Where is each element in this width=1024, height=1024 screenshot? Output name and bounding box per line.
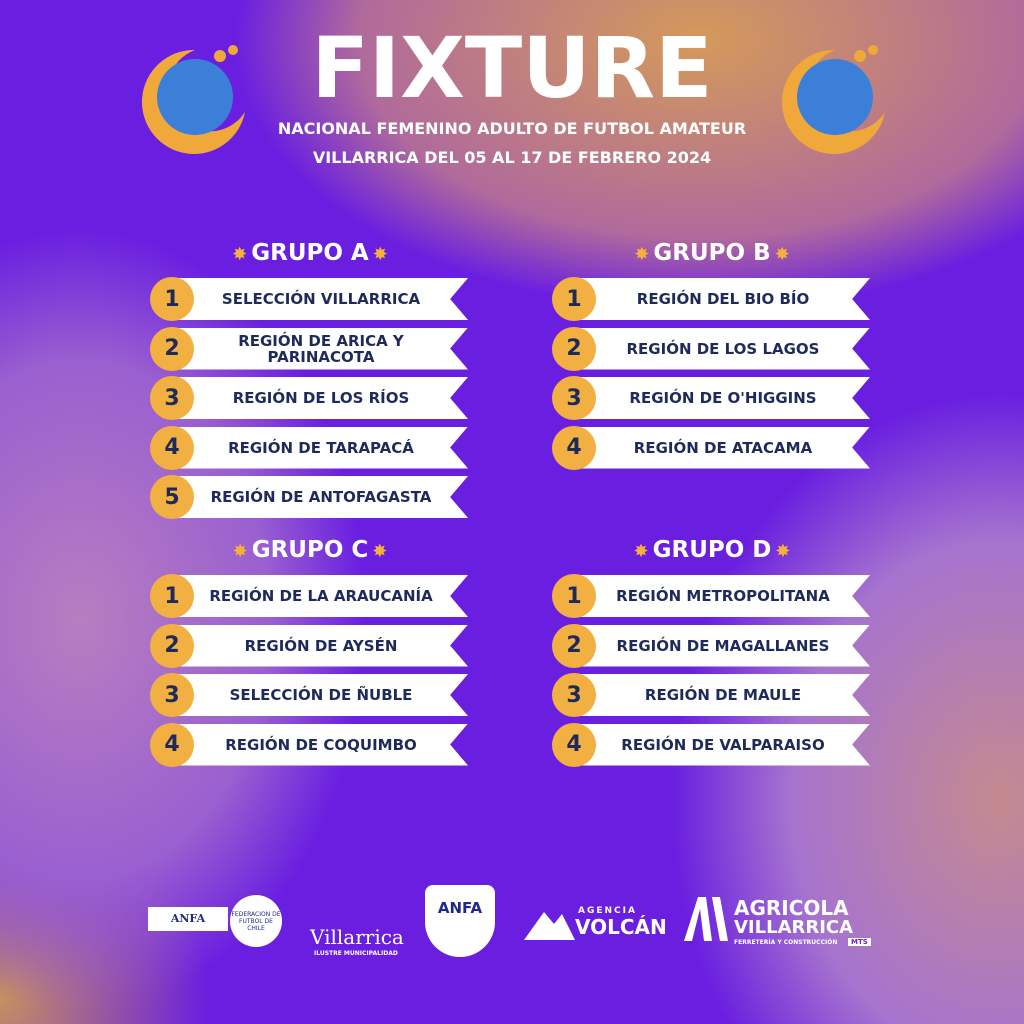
team-banner: REGIÓN DE O'HIGGINS [572,377,870,419]
team-name: REGIÓN DE ARICA Y PARINACOTA [238,331,404,366]
sponsor-anfa-federation: ANFA FEDERACION DE FUTBOL DE CHILE [148,895,288,947]
team-name: REGIÓN DE ANTOFAGASTA [210,488,432,506]
team-row: SELECCIÓN VILLARRICA 1 [150,277,468,321]
team-row: REGIÓN METROPOLITANA 1 [552,574,870,618]
team-name: REGIÓN DE LOS RÍOS [232,389,410,407]
team-number: 4 [552,722,596,767]
team-number: 3 [552,673,596,717]
team-name: REGIÓN DE AYSÉN [244,636,398,655]
team-number: 4 [150,722,194,767]
group-title: GRUPO D [552,537,872,563]
team-row: SELECCIÓN DE ÑUBLE 3 [150,673,468,717]
team-number: 1 [552,574,596,618]
sponsor-text: MTS [848,938,871,946]
sponsor-text: AGRICOLA [734,896,849,920]
team-row: REGIÓN DE LA ARAUCANÍA 1 [150,574,468,618]
team-banner: REGIÓN DE ANTOFAGASTA [170,476,468,518]
team-banner: REGIÓN DE LOS LAGOS [572,327,870,370]
team-name: REGIÓN DE COQUIMBO [225,735,417,754]
team-banner: REGIÓN DE VALPARAISO [572,723,870,766]
team-number: 4 [150,425,194,470]
team-number: 1 [150,574,194,618]
team-row: REGIÓN DEL BIO BÍO 1 [552,277,870,321]
team-name: REGIÓN DE O'HIGGINS [629,389,817,407]
team-number: 3 [552,376,596,420]
team-row: REGIÓN DE O'HIGGINS 3 [552,376,870,420]
team-row: REGIÓN DE ANTOFAGASTA 5 [150,475,468,519]
team-number: 1 [150,277,194,321]
team-number: 2 [150,326,194,371]
event-logo [141,45,245,154]
team-number: 2 [552,623,596,668]
team-name: SELECCIÓN DE ÑUBLE [229,686,413,704]
team-banner: REGIÓN DE LOS RÍOS [170,377,468,419]
team-number: 3 [150,673,194,717]
team-banner: REGIÓN DE LA ARAUCANÍA [170,575,468,617]
team-banner: SELECCIÓN VILLARRICA [170,278,468,320]
team-number: 2 [150,623,194,668]
team-row: REGIÓN DE LOS RÍOS 3 [150,376,468,420]
team-name: REGIÓN DE TARAPACÁ [228,438,414,457]
team-banner: REGIÓN DE MAULE [572,674,870,716]
team-banner: REGIÓN DE TARAPACÁ [170,426,468,469]
team-banner: REGIÓN DEL BIO BÍO [572,278,870,320]
team-number: 3 [150,376,194,420]
team-row: REGIÓN DE AYSÉN 2 [150,623,468,668]
team-name: REGIÓN DE ATACAMA [633,438,813,457]
volcan-icon [524,912,575,940]
team-banner: SELECCIÓN DE ÑUBLE [170,674,468,716]
team-row: REGIÓN DE MAGALLANES 2 [552,623,870,668]
team-banner: REGIÓN DE MAGALLANES [572,624,870,667]
team-banner: REGIÓN DE ATACAMA [572,426,870,469]
team-row: REGIÓN DE TARAPACÁ 4 [150,425,468,470]
team-name: SELECCIÓN VILLARRICA [221,290,421,308]
team-number: 4 [552,425,596,470]
team-name: REGIÓN METROPOLITANA [616,587,830,605]
team-number: 2 [552,326,596,371]
team-row: REGIÓN DE MAULE 3 [552,673,870,717]
team-number: 5 [150,475,194,519]
group-title: GRUPO A [150,240,470,266]
dates: VILLARRICA DEL 05 AL 17 DE FEBRERO 2024 [312,148,712,167]
team-banner: REGIÓN DE ARICA Y PARINACOTA [170,327,468,370]
group-title: GRUPO B [552,240,872,266]
team-row: REGIÓN DE VALPARAISO 4 [552,722,870,767]
team-row: REGIÓN DE ATACAMA 4 [552,425,870,470]
group-title: GRUPO C [150,537,470,563]
team-name: REGIÓN DEL BIO BÍO [636,290,810,308]
sponsor-text: VOLCÁN [575,915,667,939]
title: FIXTURE [311,19,713,117]
sponsor-text: AGENCIA [578,906,637,916]
team-name: REGIÓN DE LOS LAGOS [626,339,820,358]
sponsor-text: ANFA [148,907,228,931]
team-name: REGIÓN DE LA ARAUCANÍA [209,587,433,605]
sponsor-text: ILUSTRE MUNICIPALIDAD [314,950,398,957]
team-number: 1 [552,277,596,321]
team-row: REGIÓN DE COQUIMBO 4 [150,722,468,767]
team-row: REGIÓN DE LOS LAGOS 2 [552,326,870,371]
sponsor-text: FERRETERÍA Y CONSTRUCCIÓN [734,939,838,946]
team-name: REGIÓN DE MAULE [644,686,802,704]
team-banner: REGIÓN DE AYSÉN [170,624,468,667]
sponsor-text: ANFA [425,885,495,957]
subtitle: NACIONAL FEMENINO ADULTO DE FUTBOL AMATE… [277,119,747,138]
sponsor-text: FEDERACION DE FUTBOL DE CHILE [230,895,282,947]
av-icon [684,897,728,941]
team-name: REGIÓN DE VALPARAISO [621,735,825,754]
team-row: REGIÓN DE ARICA Y PARINACOTA 2 [150,326,468,371]
sponsor-text: Villarrica [310,925,404,949]
team-banner: REGIÓN DE COQUIMBO [170,723,468,766]
team-name: REGIÓN DE MAGALLANES [616,636,830,655]
event-logo [781,45,885,154]
team-banner: REGIÓN METROPOLITANA [572,575,870,617]
sponsor-text: VILLARRICA [734,917,854,938]
